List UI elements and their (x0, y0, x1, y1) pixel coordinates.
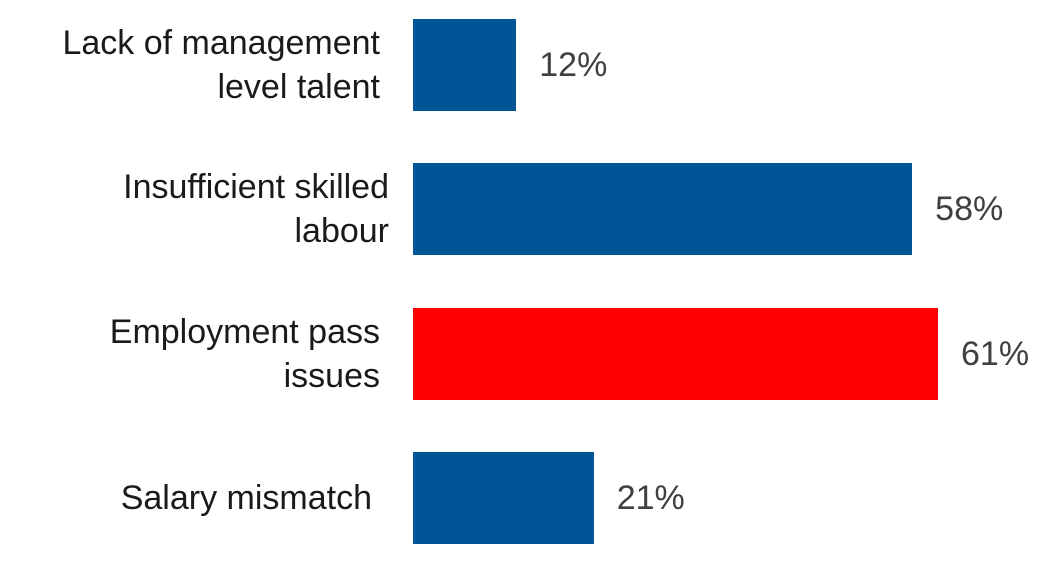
bar-4 (413, 452, 594, 544)
value-label-3: 61% (961, 335, 1030, 373)
category-label-1: Lack of management level talent (62, 24, 380, 106)
category-label-3: Employment pass issues (109, 313, 380, 395)
value-label-4: 21% (616, 479, 685, 517)
bar-3 (413, 308, 938, 400)
value-label-1: 12% (539, 46, 608, 84)
bar-2 (413, 163, 913, 255)
bar-1 (413, 19, 517, 111)
category-label-4: Salary mismatch (120, 479, 372, 517)
value-label-2: 58% (935, 190, 1004, 228)
category-label-2: Insufficient skilled labour (123, 168, 389, 250)
